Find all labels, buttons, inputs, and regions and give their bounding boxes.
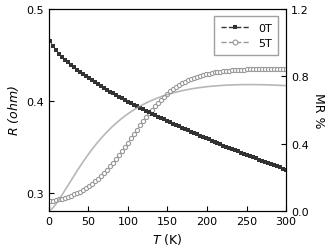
Y-axis label: $R$ (ohm): $R$ (ohm) [6, 85, 21, 136]
X-axis label: $T$ (K): $T$ (K) [152, 232, 183, 246]
Legend: 0T, 5T: 0T, 5T [214, 17, 278, 56]
Y-axis label: MR %: MR % [312, 93, 325, 128]
